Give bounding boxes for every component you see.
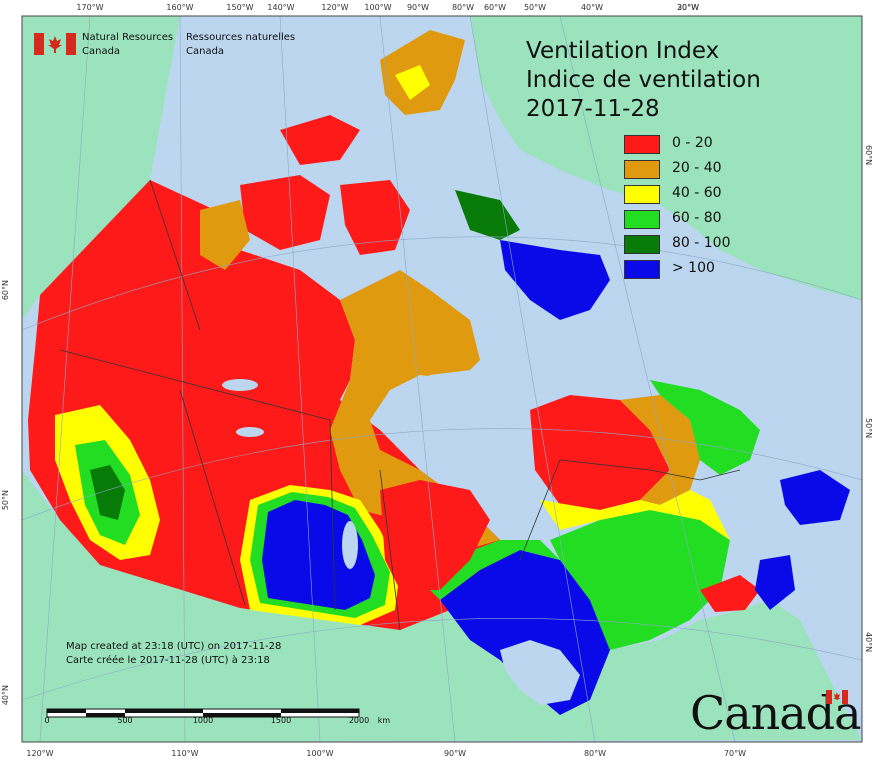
alaska-landmass	[22, 16, 180, 320]
legend-label: 20 - 40	[672, 160, 722, 176]
agency-en-line2: Canada	[82, 46, 121, 57]
legend-swatch	[624, 135, 660, 154]
graticule-label: 60°W	[483, 3, 507, 12]
region-red-manitoba	[380, 480, 490, 590]
map-date: 2017-11-28	[526, 96, 660, 122]
credit-en: Map created at 23:18 (UTC) on 2017-11-28	[66, 641, 282, 652]
legend-label: 40 - 60	[672, 185, 722, 201]
canada-flag-icon	[34, 33, 76, 55]
scale-bar-graphic	[46, 708, 360, 718]
map-title-fr: Indice de ventilation	[526, 67, 761, 93]
graticule-label: 90°W	[443, 749, 467, 758]
scale-bar: 0 500 1000 1500 2000 km	[44, 704, 390, 725]
graticule-label: 70°W	[723, 749, 747, 758]
usa-landmass	[22, 470, 862, 742]
region-blue-newfoundland	[780, 470, 850, 525]
canada-wordmark: Canada	[690, 686, 862, 740]
region-red-quebec	[530, 395, 670, 510]
greenland-landmass	[470, 16, 862, 300]
region-red-maritimes	[700, 575, 760, 612]
graticule-label: 90°W	[406, 3, 430, 12]
great-bear-lake	[236, 427, 264, 437]
region-orange-central	[330, 270, 500, 560]
graticule-label: 110°W	[171, 749, 199, 758]
region-green-labrador	[650, 380, 760, 475]
province-boundaries	[59, 179, 741, 631]
graticule-label: 20°W	[676, 3, 700, 12]
legend-swatch	[624, 185, 660, 204]
hudson-bay	[380, 370, 525, 500]
graticule-label: 40°N	[1, 685, 10, 706]
region-orange-arctic	[200, 200, 250, 270]
graticule-label: 140°W	[267, 3, 295, 12]
graticule-lines	[21, 15, 863, 743]
region-darkgreen-bc	[90, 465, 125, 520]
graticule-label: 120°W	[26, 749, 54, 758]
wordmark-text: Canada	[690, 686, 862, 740]
wordmark-flag-icon	[826, 690, 848, 704]
legend-swatch	[624, 260, 660, 279]
legend-swatch	[624, 235, 660, 254]
scale-label: 1500	[270, 716, 292, 725]
scale-unit: km	[377, 716, 391, 725]
scale-label: 500	[117, 716, 133, 725]
legend-swatch	[624, 210, 660, 229]
graticule-label: 40°W	[580, 3, 604, 12]
legend-label: > 100	[672, 260, 715, 276]
map-credit: Map created at 23:18 (UTC) on 2017-11-28…	[66, 640, 281, 668]
graticule-label: 150°W	[226, 3, 254, 12]
region-orange-quebec	[620, 395, 700, 505]
graticule-label: 50°W	[523, 3, 547, 12]
agency-fr-line1: Ressources naturelles	[186, 32, 296, 43]
region-yellow-ellesmere	[395, 65, 430, 100]
region-blue-baffin	[500, 240, 610, 320]
region-yellow-quebec	[540, 490, 730, 540]
scale-label: 0	[44, 716, 50, 725]
legend-label: 80 - 100	[672, 235, 731, 251]
legend-label: 60 - 80	[672, 210, 722, 226]
graticule-label: 170°W	[76, 3, 104, 12]
graticule-label: 60°N	[1, 280, 10, 301]
agency-name-fr: Ressources naturelles Canada	[186, 31, 295, 59]
graticule-label: 160°W	[166, 3, 194, 12]
region-red-arctic-3	[340, 180, 410, 255]
map-title-block: Ventilation Index Indice de ventilation …	[526, 37, 761, 124]
graticule-label: 120°W	[321, 3, 349, 12]
great-slave-lake	[222, 379, 258, 391]
graticule-label: 80°W	[583, 749, 607, 758]
graticule-label: 80°W	[451, 3, 475, 12]
scale-label: 1000	[192, 716, 214, 725]
agency-name-en: Natural Resources Canada	[82, 31, 173, 59]
credit-fr: Carte créée le 2017-11-28 (UTC) à 23:18	[66, 655, 270, 666]
region-green-ontario	[420, 540, 560, 600]
map-title-en: Ventilation Index	[526, 38, 720, 64]
graticule-label: 50°N	[1, 490, 10, 511]
legend-swatch	[624, 160, 660, 179]
region-green-quebec	[550, 510, 730, 650]
scale-label: 2000	[348, 716, 370, 725]
region-red-arctic-1	[280, 115, 360, 165]
agency-fr-line2: Canada	[186, 46, 225, 57]
graticule-label: 40°N	[864, 632, 873, 653]
region-darkgreen-baffin	[455, 190, 520, 240]
graticule-label: 100°W	[364, 3, 392, 12]
agency-en-line1: Natural Resources	[82, 32, 174, 43]
great-lakes	[500, 640, 580, 705]
graticule-label: 60°N	[864, 145, 873, 166]
lake-winnipeg	[342, 521, 358, 569]
graticule-label: 100°W	[306, 749, 334, 758]
region-red-arctic-2	[240, 175, 330, 250]
region-blue-maritimes	[755, 555, 795, 610]
graticule-label: 30°W	[676, 3, 700, 12]
graticule-label: 50°N	[864, 418, 873, 439]
legend-label: 0 - 20	[672, 135, 713, 151]
